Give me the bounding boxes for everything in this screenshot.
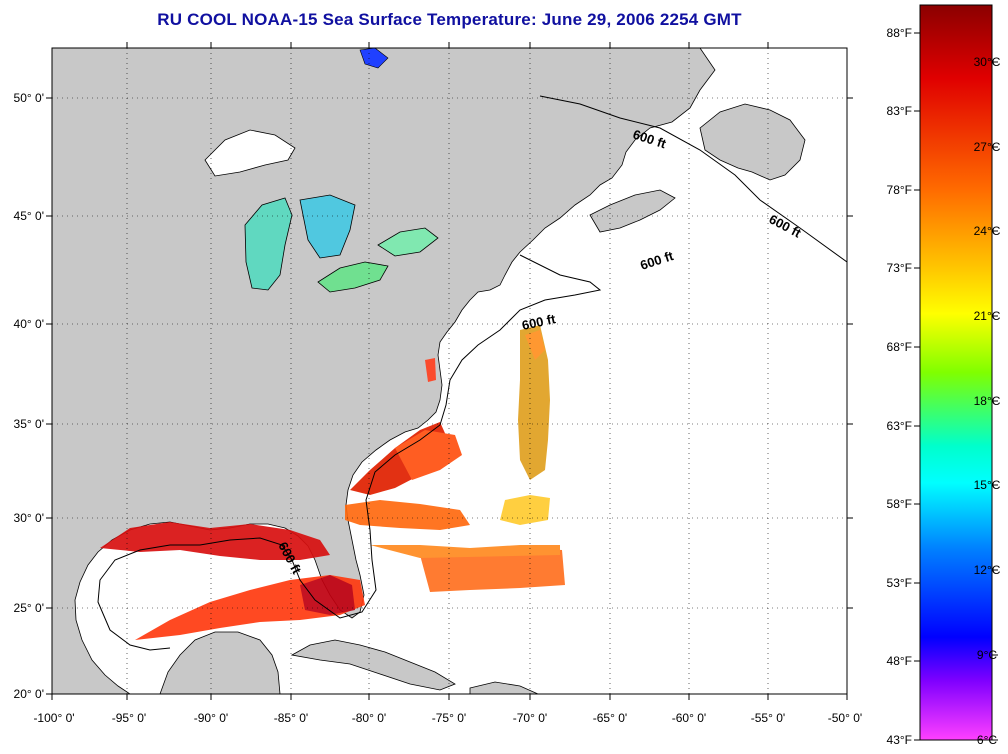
map-title: RU COOL NOAA-15 Sea Surface Temperature:… — [157, 10, 742, 29]
colorbar-f-label: 58°F — [887, 497, 912, 511]
colorbar-c-label: 12°C — [974, 563, 1001, 577]
colorbar-f-label: 78°F — [887, 183, 912, 197]
colorbar-gradient — [919, 4, 993, 741]
colorbar-c-label: 9°C — [977, 648, 997, 662]
lon-label: -85° 0' — [274, 711, 308, 725]
colorbar-c-label: 18°C — [974, 394, 1001, 408]
sst-swath — [100, 325, 565, 640]
lon-label: -75° 0' — [432, 711, 466, 725]
lat-label: 25° 0' — [14, 601, 44, 615]
colorbar-f-label: 73°F — [887, 261, 912, 275]
colorbar: 88°F 83°F 78°F 73°F 68°F 63°F 58°F 53°F … — [887, 4, 1001, 747]
colorbar-c-label: 15°C — [974, 478, 1001, 492]
colorbar-f-label: 43°F — [887, 733, 912, 747]
lon-label: -70° 0' — [513, 711, 547, 725]
lat-label: 50° 0' — [14, 91, 44, 105]
land-cuba — [290, 639, 456, 691]
lat-label: 45° 0' — [14, 209, 44, 223]
lon-label: -60° 0' — [672, 711, 706, 725]
lat-label: 30° 0' — [14, 511, 44, 525]
colorbar-f-label: 68°F — [887, 340, 912, 354]
colorbar-f-label: 88°F — [887, 26, 912, 40]
colorbar-f-label: 48°F — [887, 654, 912, 668]
colorbar-f-label: 53°F — [887, 576, 912, 590]
lat-label: 40° 0' — [14, 317, 44, 331]
land-newfoundland — [699, 103, 806, 181]
lon-label: -80° 0' — [352, 711, 386, 725]
colorbar-f-label: 83°F — [887, 104, 912, 118]
longitude-axis: -100° 0' -95° 0' -90° 0' -85° 0' -80° 0'… — [33, 42, 862, 725]
latitude-axis: 50° 0' 45° 0' 40° 0' 35° 0' 30° 0' 25° 0… — [14, 91, 853, 701]
bathymetry-contour — [97, 95, 847, 651]
colorbar-c-label: 30°C — [974, 55, 1001, 69]
great-lakes — [204, 48, 439, 293]
lon-label: -100° 0' — [33, 711, 74, 725]
lat-label: 20° 0' — [14, 687, 44, 701]
colorbar-c-label: 6°C — [977, 733, 997, 747]
land-nova-scotia — [589, 189, 676, 233]
colorbar-f-label: 63°F — [887, 419, 912, 433]
contour-label-4: 600 ft — [521, 311, 558, 333]
lon-label: -65° 0' — [593, 711, 627, 725]
land-yucatan — [159, 631, 281, 694]
lon-label: -55° 0' — [751, 711, 785, 725]
colorbar-c-label: 27°C — [974, 140, 1001, 154]
colorbar-c-label: 24°C — [974, 224, 1001, 238]
lon-label: -95° 0' — [112, 711, 146, 725]
land-hispaniola — [469, 681, 539, 694]
lon-label: -50° 0' — [828, 711, 862, 725]
lon-label: -90° 0' — [194, 711, 228, 725]
colorbar-c-label: 21°C — [974, 309, 1001, 323]
lat-label: 35° 0' — [14, 417, 44, 431]
